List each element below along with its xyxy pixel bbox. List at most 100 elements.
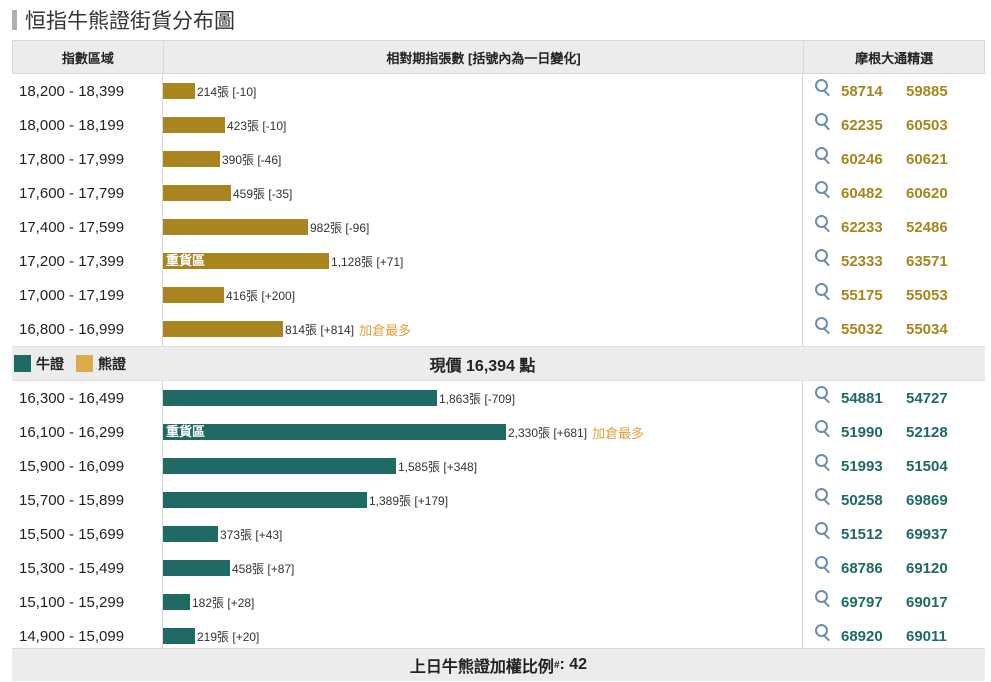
bull-bar: 重貨區 <box>163 424 506 440</box>
magnifier-icon[interactable] <box>815 488 831 506</box>
magnifier-handle <box>823 328 830 335</box>
magnifier-handle <box>823 465 830 472</box>
contracts-value: 219張 [+20] <box>197 629 260 644</box>
picks-cell: 51990 52128 <box>803 420 983 441</box>
magnifier-ring <box>815 181 828 194</box>
warrant-code-link[interactable]: 55053 <box>906 286 948 304</box>
picks-cell: 60482 60620 <box>803 181 983 202</box>
index-range: 17,000 - 17,199 <box>19 286 125 304</box>
magnifier-handle <box>823 260 830 267</box>
warrant-code-link[interactable]: 52128 <box>906 423 948 441</box>
index-range: 17,400 - 17,599 <box>19 218 125 236</box>
warrant-code-link[interactable]: 52486 <box>906 218 948 236</box>
warrant-code-link[interactable]: 60503 <box>906 116 948 134</box>
magnifier-handle <box>823 499 830 506</box>
bar-cell: 219張 [+20] <box>162 619 803 653</box>
magnifier-icon[interactable] <box>815 249 831 267</box>
picks-cell: 50258 69869 <box>803 488 983 509</box>
magnifier-icon[interactable] <box>815 624 831 642</box>
warrant-code-link[interactable]: 60246 <box>841 150 883 168</box>
warrant-code-link[interactable]: 69011 <box>906 627 947 645</box>
warrant-code-link[interactable]: 63571 <box>906 252 948 270</box>
warrant-code-link[interactable]: 69797 <box>841 593 883 611</box>
warrant-code-link[interactable]: 52333 <box>841 252 883 270</box>
bear-table-row: 17,200 - 17,399 重貨區 1,128張 [+71] 52333 63571 <box>12 244 985 278</box>
magnifier-handle <box>823 124 830 131</box>
title-accent-bar <box>12 10 17 30</box>
warrant-code-link[interactable]: 60482 <box>841 184 883 202</box>
bar-cell: 214張 [-10] <box>162 74 803 108</box>
warrant-code-link[interactable]: 54881 <box>841 389 883 407</box>
warrant-code-link[interactable]: 69017 <box>906 593 948 611</box>
bar-cell: 1,389張 [+179] <box>162 483 803 517</box>
magnifier-icon[interactable] <box>815 386 831 404</box>
index-range: 15,700 - 15,899 <box>19 491 125 509</box>
magnifier-icon[interactable] <box>815 113 831 131</box>
magnifier-icon[interactable] <box>815 147 831 165</box>
warrant-code-link[interactable]: 50258 <box>841 491 883 509</box>
magnifier-icon[interactable] <box>815 215 831 233</box>
magnifier-ring <box>815 556 828 569</box>
bull-bar <box>163 628 195 644</box>
warrant-code-link[interactable]: 60620 <box>906 184 948 202</box>
warrant-code-link[interactable]: 55175 <box>841 286 883 304</box>
magnifier-icon[interactable] <box>815 454 831 472</box>
magnifier-ring <box>815 215 828 228</box>
warrant-code-link[interactable]: 68786 <box>841 559 883 577</box>
magnifier-icon[interactable] <box>815 590 831 608</box>
magnifier-icon[interactable] <box>815 283 831 301</box>
magnifier-icon[interactable] <box>815 317 831 335</box>
index-range: 15,500 - 15,699 <box>19 525 125 543</box>
header-picks: 摩根大通精選 <box>855 50 934 66</box>
warrant-code-link[interactable]: 69869 <box>906 491 948 509</box>
most-added-note: 加倉最多 <box>359 322 412 338</box>
heavy-zone-label: 重貨區 <box>166 253 206 268</box>
bull-table-row: 15,300 - 15,499 458張 [+87] 68786 69120 <box>12 551 985 585</box>
bull-bar <box>163 560 230 576</box>
warrant-code-link[interactable]: 51993 <box>841 457 883 475</box>
magnifier-ring <box>815 624 828 637</box>
magnifier-handle <box>823 635 830 642</box>
warrant-code-link[interactable]: 62233 <box>841 218 883 236</box>
warrant-code-link[interactable]: 69120 <box>906 559 948 577</box>
index-range: 15,900 - 16,099 <box>19 457 125 475</box>
warrant-code-link[interactable]: 60621 <box>906 150 948 168</box>
magnifier-icon[interactable] <box>815 556 831 574</box>
warrant-code-link[interactable]: 55032 <box>841 320 883 338</box>
magnifier-icon[interactable] <box>815 522 831 540</box>
index-range: 16,100 - 16,299 <box>19 423 125 441</box>
magnifier-handle <box>823 431 830 438</box>
bear-swatch <box>76 355 93 372</box>
bear-table-row: 18,000 - 18,199 423張 [-10] 62235 60503 <box>12 108 985 142</box>
contracts-value: 390張 [-46] <box>222 152 282 167</box>
weighted-ratio-footer: 上日牛熊證加權比例 #: 42 <box>12 648 985 681</box>
warrant-code-link[interactable]: 51990 <box>841 423 883 441</box>
bull-table-row: 14,900 - 15,099 219張 [+20] 68920 69011 <box>12 619 985 653</box>
warrant-code-link[interactable]: 62235 <box>841 116 883 134</box>
warrant-code-link[interactable]: 69937 <box>906 525 948 543</box>
table-header: 指數區域 相對期指張數 [括號內為一日變化] 摩根大通精選 <box>12 40 985 74</box>
warrant-code-link[interactable]: 59885 <box>906 82 948 100</box>
bar-cell: 459張 [-35] <box>162 176 803 210</box>
warrant-code-link[interactable]: 58714 <box>841 82 883 100</box>
warrant-code-link[interactable]: 54727 <box>906 389 948 407</box>
index-range: 16,300 - 16,499 <box>19 389 125 407</box>
magnifier-ring <box>815 522 828 535</box>
bear-table-row: 17,400 - 17,599 982張 [-96] 62233 52486 <box>12 210 985 244</box>
contracts-value: 982張 [-96] <box>310 220 370 235</box>
magnifier-icon[interactable] <box>815 420 831 438</box>
warrant-code-link[interactable]: 51512 <box>841 525 883 543</box>
contracts-value: 1,389張 [+179] <box>369 493 449 508</box>
legend: 牛證 熊證 <box>12 354 162 374</box>
warrant-code-link[interactable]: 51504 <box>906 457 948 475</box>
bar-cell: 重貨區 2,330張 [+681] 加倉最多 <box>162 415 803 449</box>
bear-table-row: 17,000 - 17,199 416張 [+200] 55175 55053 <box>12 278 985 312</box>
magnifier-ring <box>815 147 828 160</box>
warrant-code-link[interactable]: 68920 <box>841 627 883 645</box>
bear-table-row: 17,800 - 17,999 390張 [-46] 60246 60621 <box>12 142 985 176</box>
bear-bar <box>163 321 283 337</box>
magnifier-icon[interactable] <box>815 181 831 199</box>
picks-cell: 60246 60621 <box>803 147 983 168</box>
magnifier-icon[interactable] <box>815 79 831 97</box>
warrant-code-link[interactable]: 55034 <box>906 320 948 338</box>
